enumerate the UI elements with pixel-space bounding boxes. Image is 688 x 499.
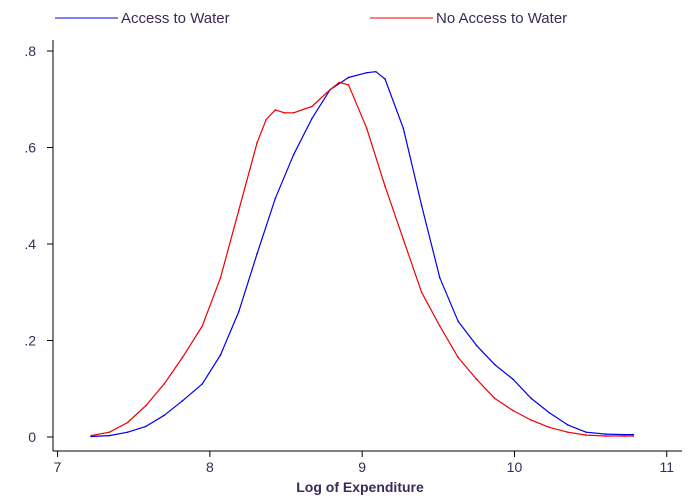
x-ticks: 7 8 9 10 11 — [54, 451, 674, 475]
y-tick-label: 0 — [28, 429, 36, 445]
data-point — [181, 400, 184, 402]
data-point — [256, 141, 258, 144]
x-tick-label: 10 — [507, 459, 523, 475]
data-point — [238, 310, 240, 313]
data-point — [493, 363, 496, 366]
data-point — [219, 354, 222, 356]
data-point — [475, 344, 478, 347]
y-tick-label: .4 — [24, 236, 36, 252]
data-point — [163, 383, 165, 385]
data-point — [365, 127, 368, 129]
series-line-no-access — [90, 81, 634, 437]
data-point — [108, 431, 111, 433]
data-point — [439, 276, 441, 279]
data-point — [566, 431, 569, 433]
y-tick-label: .6 — [24, 140, 36, 156]
data-point — [283, 111, 286, 114]
data-point — [384, 78, 386, 80]
data-point — [475, 378, 478, 380]
plot-area: 7 8 9 10 11 0 .2 .4 .6 .8 Log of Expenditure — [24, 40, 682, 495]
data-point — [384, 185, 386, 187]
data-point — [347, 83, 350, 86]
data-point — [219, 276, 222, 279]
legend-label-access: Access to Water — [121, 10, 230, 27]
data-point — [548, 426, 551, 429]
data-point — [585, 431, 587, 433]
data-point — [163, 414, 165, 417]
data-point — [512, 409, 514, 412]
data-point — [201, 325, 204, 327]
data-point — [548, 412, 551, 414]
data-point — [457, 320, 459, 323]
data-point — [292, 111, 295, 114]
x-tick-label: 7 — [54, 459, 62, 475]
data-point — [457, 356, 459, 359]
data-point — [126, 431, 129, 433]
data-point — [493, 397, 496, 400]
data-point — [420, 291, 423, 294]
data-point — [347, 76, 350, 79]
series-layer — [90, 70, 635, 438]
data-point — [402, 127, 405, 129]
data-point — [108, 434, 111, 437]
data-point — [512, 378, 514, 380]
data-point — [632, 435, 635, 437]
data-point — [439, 325, 441, 327]
data-point — [402, 238, 405, 240]
data-point — [585, 434, 587, 436]
x-tick-label: 8 — [206, 459, 214, 475]
x-tick-label: 11 — [659, 459, 674, 475]
data-point — [126, 421, 129, 424]
x-tick-label: 9 — [358, 459, 366, 475]
data-point — [201, 383, 204, 385]
data-point — [145, 404, 147, 407]
data-point — [623, 435, 625, 437]
series-line-access — [91, 71, 634, 438]
data-point — [530, 419, 533, 421]
data-point — [292, 153, 295, 156]
data-point — [265, 118, 268, 121]
data-point — [530, 397, 533, 400]
data-point — [311, 105, 313, 108]
data-point — [238, 209, 240, 212]
data-point — [420, 204, 423, 207]
data-point — [274, 197, 277, 199]
y-ticks: 0 .2 .4 .6 .8 — [24, 43, 53, 445]
data-point — [365, 71, 368, 74]
data-point — [605, 433, 607, 435]
data-point — [623, 433, 625, 436]
data-point — [329, 88, 331, 91]
legend-label-no-access: No Access to Water — [436, 10, 567, 27]
data-point — [632, 433, 635, 436]
data-point — [375, 70, 377, 73]
data-point — [274, 109, 277, 111]
data-point — [566, 424, 569, 426]
y-tick-label: .2 — [24, 333, 36, 349]
y-tick-label: .8 — [24, 43, 36, 59]
data-point — [145, 425, 147, 428]
data-point — [90, 434, 92, 437]
data-point — [311, 117, 313, 120]
legend: Access to Water No Access to Water — [55, 10, 567, 27]
data-point — [256, 252, 258, 255]
data-point — [338, 81, 341, 84]
data-point — [181, 356, 184, 359]
x-axis-title: Log of Expenditure — [296, 479, 424, 495]
data-point — [605, 435, 607, 437]
